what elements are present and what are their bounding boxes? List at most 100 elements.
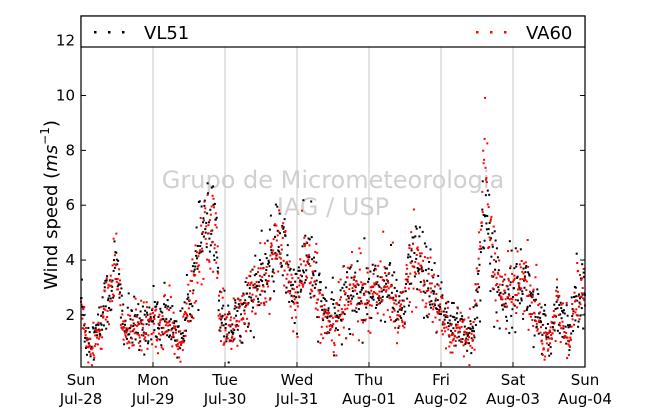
point-VA60 [160,318,163,321]
point-VA60 [399,307,402,310]
point-VA60 [501,298,504,301]
point-VL51 [457,321,459,324]
point-VA60 [534,320,537,323]
point-VA60 [209,213,212,216]
point-VA60 [370,289,373,292]
point-VL51 [293,322,296,324]
point-VL51 [454,318,457,321]
point-VA60 [175,345,178,348]
point-VL51 [163,303,165,306]
point-VL51 [564,325,567,328]
point-VA60 [513,274,516,277]
legend-marker-VA60-0 [476,31,479,34]
point-VA60 [207,224,210,227]
point-VL51 [335,327,337,330]
point-VL51 [314,270,317,273]
point-VA60 [583,298,586,301]
point-VL51 [295,273,298,275]
point-VA60 [91,364,93,367]
point-VA60 [298,284,301,287]
point-VL51 [200,205,203,208]
point-VL51 [239,335,242,338]
point-VL51 [577,325,580,328]
point-VL51 [450,329,453,332]
point-VA60 [119,304,122,307]
point-VA60 [286,273,289,276]
point-VL51 [172,331,175,334]
point-VL51 [277,249,280,252]
point-VL51 [439,305,442,308]
point-VL51 [498,294,501,297]
point-VL51 [471,330,474,332]
point-VA60 [176,339,179,342]
point-VA60 [440,310,443,313]
point-VA60 [242,318,245,320]
point-VA60 [516,306,519,309]
point-VA60 [204,237,207,240]
point-VA60 [404,286,407,289]
point-VL51 [499,291,502,294]
point-VA60 [223,342,226,345]
point-VA60 [390,297,393,300]
point-VL51 [164,306,167,309]
point-VA60 [277,270,280,273]
point-VA60 [114,264,117,267]
point-VL51 [533,334,536,337]
point-VL51 [115,251,118,254]
point-VL51 [451,301,453,304]
point-VL51 [421,230,424,233]
point-VL51 [220,321,223,324]
point-VA60 [91,347,94,350]
point-VL51 [490,237,492,240]
point-VA60 [249,284,252,287]
point-VA60 [278,209,281,212]
point-VA60 [319,305,322,308]
point-VA60 [236,344,239,347]
point-VA60 [343,290,346,293]
point-VA60 [148,319,151,322]
point-VL51 [116,263,119,266]
point-VL51 [123,330,126,333]
point-VA60 [306,276,309,279]
point-VL51 [468,331,471,334]
point-VA60 [276,253,279,256]
point-VA60 [516,250,519,253]
point-VA60 [460,325,463,328]
point-VL51 [360,288,363,291]
point-VA60 [110,280,113,283]
point-VL51 [543,309,546,312]
point-VL51 [131,341,134,344]
point-VA60 [440,295,442,298]
point-VL51 [135,331,137,334]
point-VA60 [478,231,481,234]
point-VA60 [126,342,129,345]
point-VA60 [433,273,436,276]
point-VL51 [295,296,298,299]
point-VA60 [403,321,406,324]
point-VL51 [209,244,212,247]
point-VL51 [106,320,109,323]
point-VL51 [456,312,459,315]
point-VA60 [489,220,492,223]
point-VL51 [248,287,251,290]
point-VL51 [453,316,456,319]
point-VA60 [451,334,453,336]
point-VL51 [327,309,330,312]
point-VL51 [562,311,564,314]
point-VA60 [307,261,309,264]
point-VA60 [576,262,579,264]
point-VA60 [293,298,296,301]
point-VA60 [473,348,476,351]
point-VL51 [293,295,296,298]
point-VL51 [288,300,291,303]
point-VL51 [302,269,304,272]
point-VL51 [475,304,478,307]
point-VA60 [126,327,129,330]
point-VL51 [561,309,564,312]
point-VA60 [484,96,486,99]
point-VA60 [559,324,562,327]
point-VL51 [365,267,368,270]
point-VA60 [359,252,362,255]
point-VL51 [112,269,115,272]
point-VA60 [300,282,303,284]
